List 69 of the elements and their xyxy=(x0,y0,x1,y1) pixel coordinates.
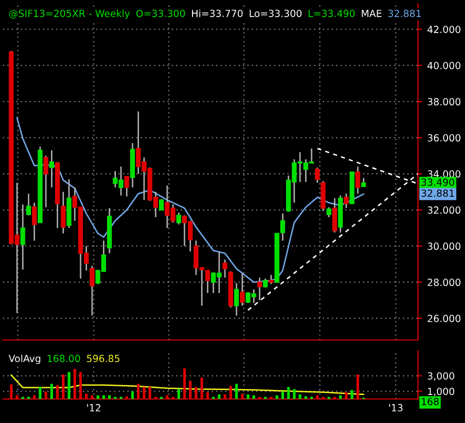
candlestick xyxy=(326,206,332,218)
bar xyxy=(339,395,342,399)
bar xyxy=(102,395,105,399)
candlestick xyxy=(332,198,338,234)
candlestick xyxy=(205,270,210,294)
bar xyxy=(177,389,180,399)
y-tick-label: 26.000 xyxy=(428,314,460,322)
bar xyxy=(246,394,250,399)
y-tick-label: 40.000 xyxy=(428,62,460,70)
candlestick xyxy=(159,198,164,211)
candlestick xyxy=(26,192,31,216)
y-tick-label: 36.000 xyxy=(428,134,460,142)
bar xyxy=(50,384,53,399)
candlestick xyxy=(344,192,349,209)
text: 33.490 xyxy=(422,178,454,186)
annotation: 596.85 xyxy=(86,354,120,362)
bar xyxy=(108,395,111,399)
bar xyxy=(235,384,238,399)
candlestick xyxy=(355,166,360,194)
bar xyxy=(281,391,284,399)
candlestick xyxy=(49,150,54,188)
bar xyxy=(292,389,296,399)
bar xyxy=(96,395,100,399)
text: 168 xyxy=(422,398,439,406)
candlestick xyxy=(280,212,286,242)
candlestick xyxy=(234,282,239,316)
candlestick xyxy=(268,274,274,285)
candlestick xyxy=(124,176,130,198)
x-tick-label: '13 xyxy=(389,404,402,412)
candlestick xyxy=(240,272,245,306)
candlestick xyxy=(222,258,228,278)
bar xyxy=(287,386,290,399)
annotation: 168.00 xyxy=(48,354,80,362)
y-tick-label: 42.000 xyxy=(428,26,460,34)
y-tick-label: 28.000 xyxy=(428,278,460,286)
annotation: MAE xyxy=(362,10,382,17)
bar xyxy=(276,395,278,399)
y-tick-label: 30.000 xyxy=(428,242,460,250)
text: 32.881 xyxy=(422,189,454,197)
bar xyxy=(131,391,134,399)
bar xyxy=(304,396,308,399)
candlestick xyxy=(32,202,37,242)
candlestick xyxy=(314,166,320,184)
bar xyxy=(218,394,220,399)
y-tick-label: 38.000 xyxy=(428,98,460,106)
annotation: VolAvg xyxy=(8,354,40,364)
line-series xyxy=(10,374,364,396)
line-series xyxy=(16,117,364,283)
annotation: Hi=33.770 xyxy=(192,10,243,18)
annotation: Lo=33.300 xyxy=(250,10,302,18)
y-tick-label: 1,000 xyxy=(428,388,454,396)
bar xyxy=(38,386,42,399)
candlestick xyxy=(176,212,182,226)
annotation: 32.881 xyxy=(388,10,421,18)
bar xyxy=(68,372,70,399)
annotation: L=33.490 xyxy=(308,10,355,18)
x-tick-label: '12 xyxy=(87,404,100,412)
candlestick xyxy=(20,204,26,270)
y-tick-label: 3,000 xyxy=(428,372,454,381)
bar xyxy=(252,395,256,399)
bar xyxy=(298,394,302,399)
candlestick xyxy=(90,265,95,316)
candlestick xyxy=(257,276,262,301)
candlestick xyxy=(60,191,66,234)
text: @SIF13=205XR - Weekly xyxy=(9,10,130,19)
candlestick xyxy=(43,155,48,208)
bar xyxy=(350,390,354,399)
annotation: O=33.300 xyxy=(136,10,185,18)
y-tick-label: 32.000 xyxy=(428,206,460,214)
